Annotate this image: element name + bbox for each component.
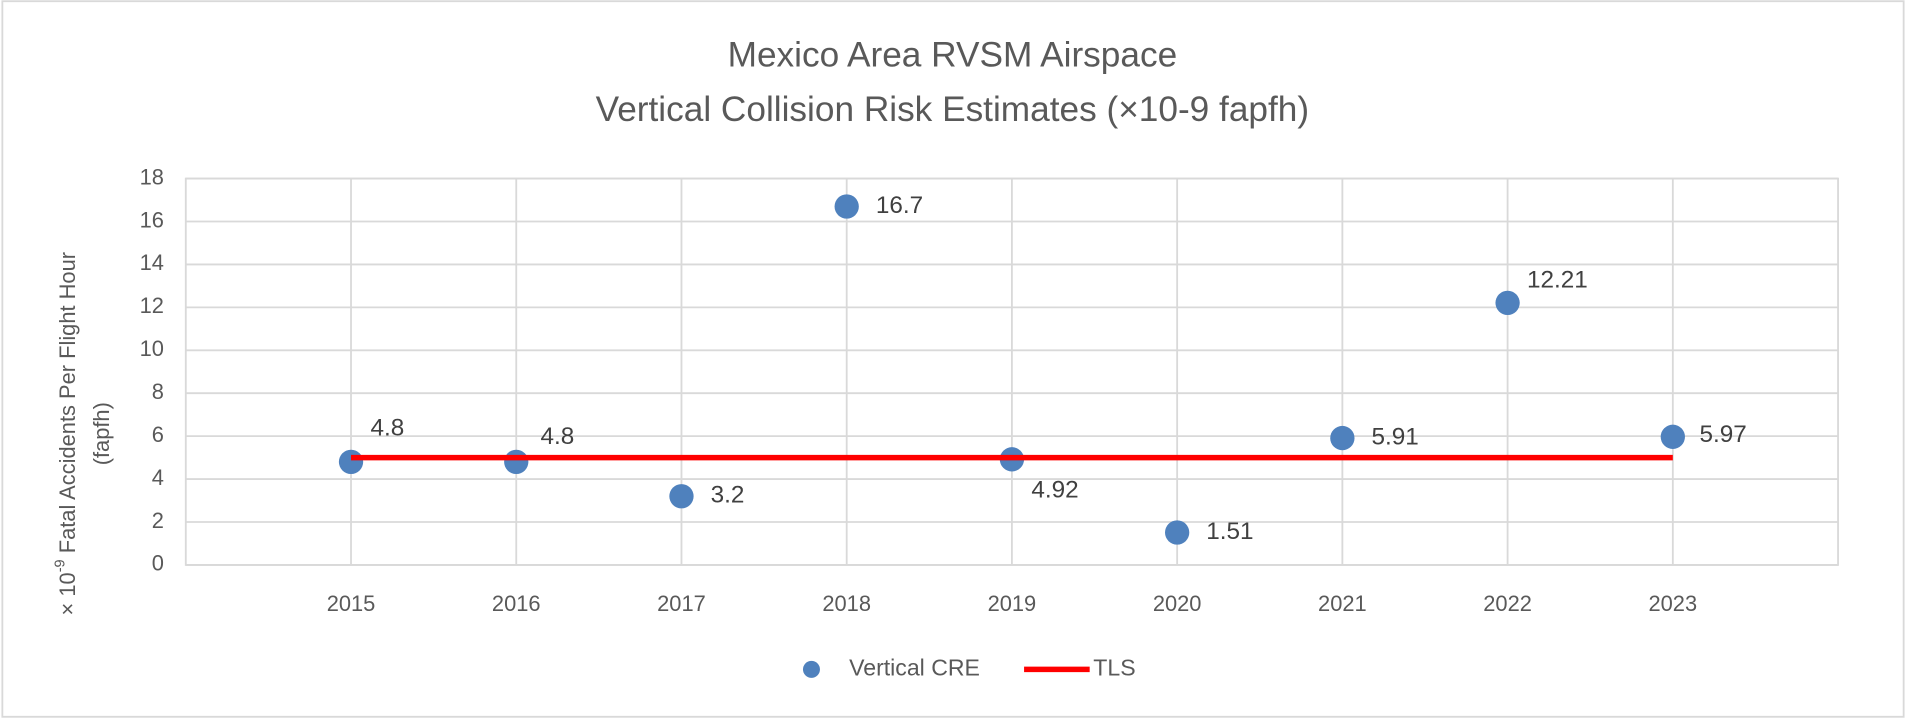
data-point xyxy=(669,484,694,509)
data-label: 4.8 xyxy=(370,415,404,442)
chart-title: Vertical Collision Risk Estimates (×10-9… xyxy=(596,90,1309,129)
y-axis-label-text: Fatal Accidents Per Flight Hour xyxy=(55,252,80,559)
y-tick-label: 18 xyxy=(140,164,164,189)
x-tick-label: 2023 xyxy=(1649,591,1698,616)
y-tick-label: 6 xyxy=(152,422,164,447)
legend-swatch xyxy=(802,660,820,678)
y-tick-label: 0 xyxy=(152,551,164,576)
data-label: 5.91 xyxy=(1372,423,1419,450)
x-tick-label: 2022 xyxy=(1483,591,1532,616)
data-label: 4.92 xyxy=(1031,476,1078,503)
y-tick-label: 14 xyxy=(140,250,164,275)
data-point xyxy=(338,449,364,475)
data-label: 4.8 xyxy=(541,423,575,450)
data-label: 16.7 xyxy=(876,192,923,219)
x-tick-label: 2017 xyxy=(657,591,706,616)
data-label: 12.21 xyxy=(1527,266,1588,293)
y-axis-label: × 10-9 Fatal Accidents Per Flight Hour xyxy=(53,252,80,616)
legend-label: Vertical CRE xyxy=(849,654,980,680)
y-axis-label: (fapfh) xyxy=(89,402,114,465)
y-tick-label: 8 xyxy=(152,379,164,404)
data-label: 3.2 xyxy=(711,482,745,509)
data-label: 1.51 xyxy=(1206,518,1253,545)
x-tick-label: 2018 xyxy=(822,591,871,616)
data-point xyxy=(1330,425,1355,451)
data-point xyxy=(1660,424,1685,449)
x-tick-label: 2016 xyxy=(492,591,541,616)
y-tick-label: 16 xyxy=(140,207,164,232)
data-point xyxy=(1164,520,1190,545)
y-tick-label: 4 xyxy=(152,465,164,490)
x-tick-label: 2020 xyxy=(1153,591,1202,616)
y-tick-label: 2 xyxy=(152,508,164,533)
x-tick-label: 2021 xyxy=(1318,591,1367,616)
data-label: 5.97 xyxy=(1700,421,1747,448)
x-tick-label: 2015 xyxy=(327,591,376,616)
data-point xyxy=(504,449,529,475)
y-tick-label: 12 xyxy=(140,293,164,318)
legend-label: TLS xyxy=(1093,654,1135,680)
data-point xyxy=(1495,290,1520,316)
y-axis-label-prefix: × 10 xyxy=(55,572,80,615)
x-tick-label: 2019 xyxy=(988,591,1037,616)
data-point xyxy=(834,194,859,219)
chart-title: Mexico Area RVSM Airspace xyxy=(728,35,1178,74)
y-tick-label: 10 xyxy=(140,336,164,361)
y-axis-label-exponent: -9 xyxy=(53,559,69,572)
